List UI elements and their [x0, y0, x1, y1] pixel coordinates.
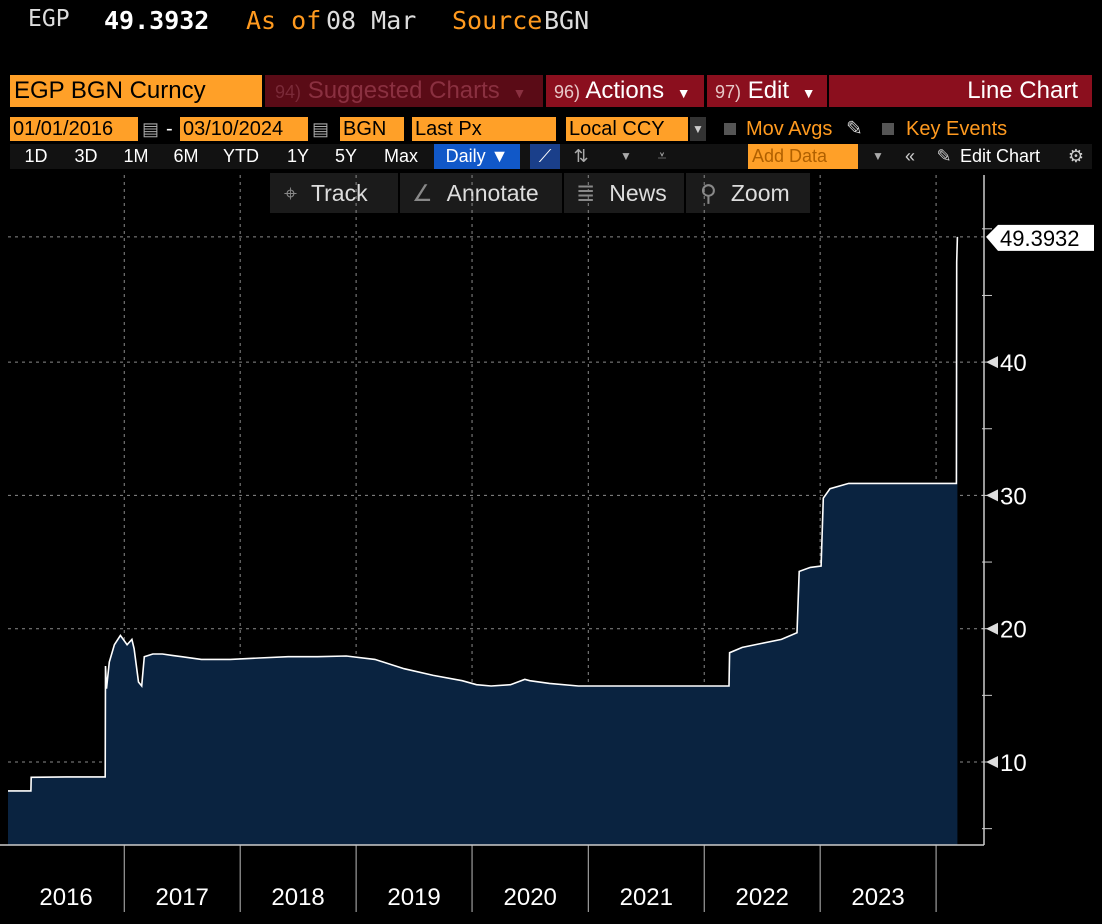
currency-select[interactable]: Local CCY: [566, 117, 688, 141]
period-button-ytd[interactable]: YTD: [223, 146, 259, 166]
x-tick-label: 2020: [504, 884, 557, 911]
as-of-date: 08 Mar: [326, 6, 417, 35]
ticker-symbol: EGP: [28, 6, 70, 32]
key-events-label[interactable]: Key Events: [906, 118, 1008, 140]
chevron-down-icon: ▼: [676, 85, 691, 101]
x-tick-label: 2022: [736, 884, 789, 911]
period-button-6m[interactable]: 6M: [173, 146, 199, 166]
bar-style-icon[interactable]: ⇅: [573, 146, 589, 166]
suggested-charts-label: Suggested Charts: [307, 77, 500, 104]
end-date-field[interactable]: 03/10/2024: [180, 117, 308, 141]
annotate-button[interactable]: ∠ Annotate: [412, 173, 539, 213]
price-line: [8, 236, 959, 792]
y-tick-label: 40: [1000, 350, 1027, 377]
period-button-5y[interactable]: 5Y: [334, 146, 358, 166]
news-button[interactable]: ≣ News: [576, 173, 667, 213]
mov-avgs-label[interactable]: Mov Avgs: [746, 118, 833, 140]
x-tick-label: 2023: [851, 884, 904, 911]
y-tick-marker: [986, 622, 998, 635]
edit-number: 97): [715, 82, 742, 102]
pencil-icon: ∠: [412, 180, 433, 206]
line-chart-view-label[interactable]: Line Chart: [829, 75, 1092, 107]
news-label: News: [609, 180, 667, 206]
key-events-checkbox[interactable]: [882, 123, 894, 135]
crosshair-icon: ⌖: [284, 180, 297, 206]
collapse-icon[interactable]: «: [904, 146, 915, 166]
edit-chart-button[interactable]: Edit Chart: [960, 146, 1041, 166]
x-tick-label: 2021: [620, 884, 673, 911]
pencil-icon[interactable]: ✎: [936, 146, 952, 166]
period-button-1y[interactable]: 1Y: [286, 146, 310, 166]
suggested-charts-number: 94): [275, 82, 302, 102]
period-button-max[interactable]: Max: [383, 146, 418, 166]
period-toolbar: 1D 3D 1M 6M YTD 1Y 5Y Max Daily ▼ ⟋ ⇅ ▼ …: [10, 144, 1092, 169]
date-separator: -: [166, 118, 173, 140]
chevron-down-icon: ▼: [801, 85, 816, 101]
actions-label: Actions: [585, 77, 665, 104]
calendar-icon[interactable]: ▤: [312, 119, 330, 139]
source-value: BGN: [544, 6, 590, 35]
zoom-button[interactable]: ⚲ Zoom: [700, 173, 790, 213]
add-data-field[interactable]: Add Data: [748, 144, 858, 169]
edit-button[interactable]: 97) Edit ▼: [707, 75, 827, 107]
y-tick-marker: [986, 756, 998, 768]
last-value-label: 49.3932: [1000, 226, 1080, 251]
period-button-1m[interactable]: 1M: [123, 146, 149, 166]
x-tick-label: 2016: [39, 884, 92, 911]
pencil-icon[interactable]: ✎: [846, 118, 863, 140]
y-tick-label: 20: [1000, 617, 1027, 644]
period-button-1d[interactable]: 1D: [24, 146, 48, 166]
chart-tools-bar: ⌖ Track ∠ Annotate ≣ News ⚲ Zoom: [270, 173, 810, 213]
x-tick-label: 2018: [271, 884, 324, 911]
last-value-tag: [986, 224, 1094, 251]
x-tick-label: 2017: [156, 884, 209, 911]
security-field[interactable]: EGP BGN Curncy: [10, 75, 262, 107]
last-price: 49.3932: [104, 6, 210, 35]
y-tick-label: 10: [1000, 750, 1027, 777]
track-label: Track: [310, 180, 368, 206]
magnifier-icon: ⚲: [700, 180, 717, 206]
actions-button[interactable]: 96) Actions ▼: [546, 75, 704, 107]
gear-icon[interactable]: ⚙: [1067, 146, 1085, 166]
chevron-down-icon: ▼: [512, 85, 527, 101]
tool-divider: [562, 173, 564, 213]
chart-labels: 10 20 30 40 49.3932 2016 2017 2018 2019 2020 2021 2…: [39, 226, 1079, 911]
chevron-down-icon[interactable]: ▼: [690, 117, 706, 141]
chevron-down-icon[interactable]: ▼: [872, 149, 884, 163]
suggested-charts-button[interactable]: 94) Suggested Charts ▼: [265, 75, 543, 107]
annotate-label: Annotate: [446, 180, 539, 206]
y-tick-marker: [986, 356, 998, 369]
pricing-source-field[interactable]: BGN: [340, 117, 404, 141]
source-label: Source: [452, 6, 543, 35]
chevron-down-icon[interactable]: ▼: [620, 149, 632, 163]
y-tick-label: 30: [1000, 483, 1027, 510]
y-tick-marker: [986, 489, 998, 502]
tool-divider: [684, 173, 686, 213]
actions-number: 96): [554, 82, 581, 102]
mov-avgs-checkbox[interactable]: [724, 123, 736, 135]
news-icon: ≣: [576, 180, 596, 206]
price-field-select[interactable]: Last Px: [412, 117, 556, 141]
start-date-field[interactable]: 01/01/2016: [10, 117, 138, 141]
period-button-3d[interactable]: 3D: [74, 146, 98, 166]
line-chart-icon[interactable]: ⟋: [530, 144, 560, 169]
filter-icon[interactable]: ⩡: [657, 148, 667, 165]
x-tick-label: 2019: [387, 884, 440, 911]
track-button[interactable]: ⌖ Track: [284, 173, 368, 213]
frequency-select[interactable]: Daily ▼: [434, 144, 520, 169]
zoom-label: Zoom: [730, 180, 790, 206]
price-area-fill: [8, 236, 958, 845]
as-of-label: As of: [246, 6, 322, 35]
tool-divider: [398, 173, 400, 213]
calendar-icon[interactable]: ▤: [142, 119, 160, 139]
edit-label: Edit: [747, 77, 790, 104]
quote-header: EGP 49.3932 As of 08 Mar Source BGN: [0, 0, 1102, 52]
chart-axes: [0, 175, 1094, 912]
